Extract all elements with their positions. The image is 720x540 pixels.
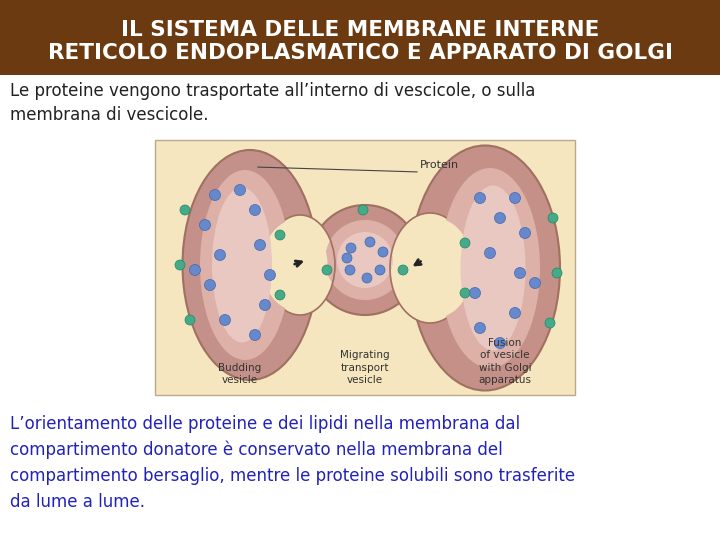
Text: Fusion
of vesicle
with Golgi
apparatus: Fusion of vesicle with Golgi apparatus: [479, 338, 531, 385]
Ellipse shape: [200, 170, 290, 360]
Circle shape: [264, 269, 276, 280]
Circle shape: [346, 243, 356, 253]
Circle shape: [342, 253, 352, 263]
Bar: [155, 140, 575, 395]
Ellipse shape: [440, 168, 540, 368]
Text: RETICOLO ENDOPLASMATICO E APPARATO DI GOLGI: RETICOLO ENDOPLASMATICO E APPARATO DI GO…: [48, 43, 672, 63]
Circle shape: [275, 290, 285, 300]
Circle shape: [548, 213, 558, 223]
Text: Le proteine vengono trasportate all’interno di vescicole, o sulla
membrana di ve: Le proteine vengono trasportate all’inte…: [10, 82, 536, 124]
Circle shape: [520, 227, 531, 239]
Circle shape: [545, 318, 555, 328]
Circle shape: [460, 288, 470, 298]
Circle shape: [199, 219, 210, 231]
Circle shape: [215, 249, 225, 260]
Circle shape: [510, 307, 521, 319]
Circle shape: [375, 265, 385, 275]
Ellipse shape: [390, 213, 470, 323]
Ellipse shape: [263, 220, 328, 310]
Circle shape: [250, 205, 261, 215]
Circle shape: [460, 238, 470, 248]
Circle shape: [210, 190, 220, 200]
Bar: [0, 0, 720, 75]
Circle shape: [552, 268, 562, 278]
Circle shape: [337, 232, 393, 288]
Circle shape: [310, 205, 420, 315]
Circle shape: [250, 329, 261, 341]
Circle shape: [180, 205, 190, 215]
Ellipse shape: [182, 150, 318, 380]
Circle shape: [175, 260, 185, 270]
Circle shape: [345, 265, 355, 275]
Circle shape: [515, 267, 526, 279]
Circle shape: [510, 192, 521, 204]
Circle shape: [529, 278, 541, 288]
Circle shape: [275, 230, 285, 240]
Circle shape: [325, 220, 405, 300]
Circle shape: [189, 265, 200, 275]
Circle shape: [259, 300, 271, 310]
Circle shape: [358, 205, 368, 215]
Text: Protein: Protein: [420, 160, 459, 170]
Text: Migrating
transport
vesicle: Migrating transport vesicle: [340, 350, 390, 385]
Ellipse shape: [265, 215, 335, 315]
Text: IL SISTEMA DELLE MEMBRANE INTERNE: IL SISTEMA DELLE MEMBRANE INTERNE: [121, 20, 599, 40]
Circle shape: [185, 315, 195, 325]
Circle shape: [474, 322, 485, 334]
Circle shape: [485, 247, 495, 259]
Text: L’orientamento delle proteine e dei lipidi nella membrana dal
compartimento dona: L’orientamento delle proteine e dei lipi…: [10, 415, 575, 511]
Text: Budding
vesicle: Budding vesicle: [218, 362, 261, 385]
Circle shape: [204, 280, 215, 291]
Circle shape: [469, 287, 480, 299]
Circle shape: [254, 240, 266, 251]
Circle shape: [398, 265, 408, 275]
Ellipse shape: [410, 145, 560, 390]
Circle shape: [220, 314, 230, 326]
Circle shape: [365, 237, 375, 247]
Ellipse shape: [461, 186, 526, 350]
Circle shape: [235, 185, 246, 195]
Circle shape: [378, 247, 388, 257]
Circle shape: [495, 338, 505, 348]
Circle shape: [322, 265, 332, 275]
Circle shape: [362, 273, 372, 283]
Circle shape: [474, 192, 485, 204]
Circle shape: [495, 213, 505, 224]
Ellipse shape: [397, 218, 472, 318]
Ellipse shape: [212, 187, 272, 342]
